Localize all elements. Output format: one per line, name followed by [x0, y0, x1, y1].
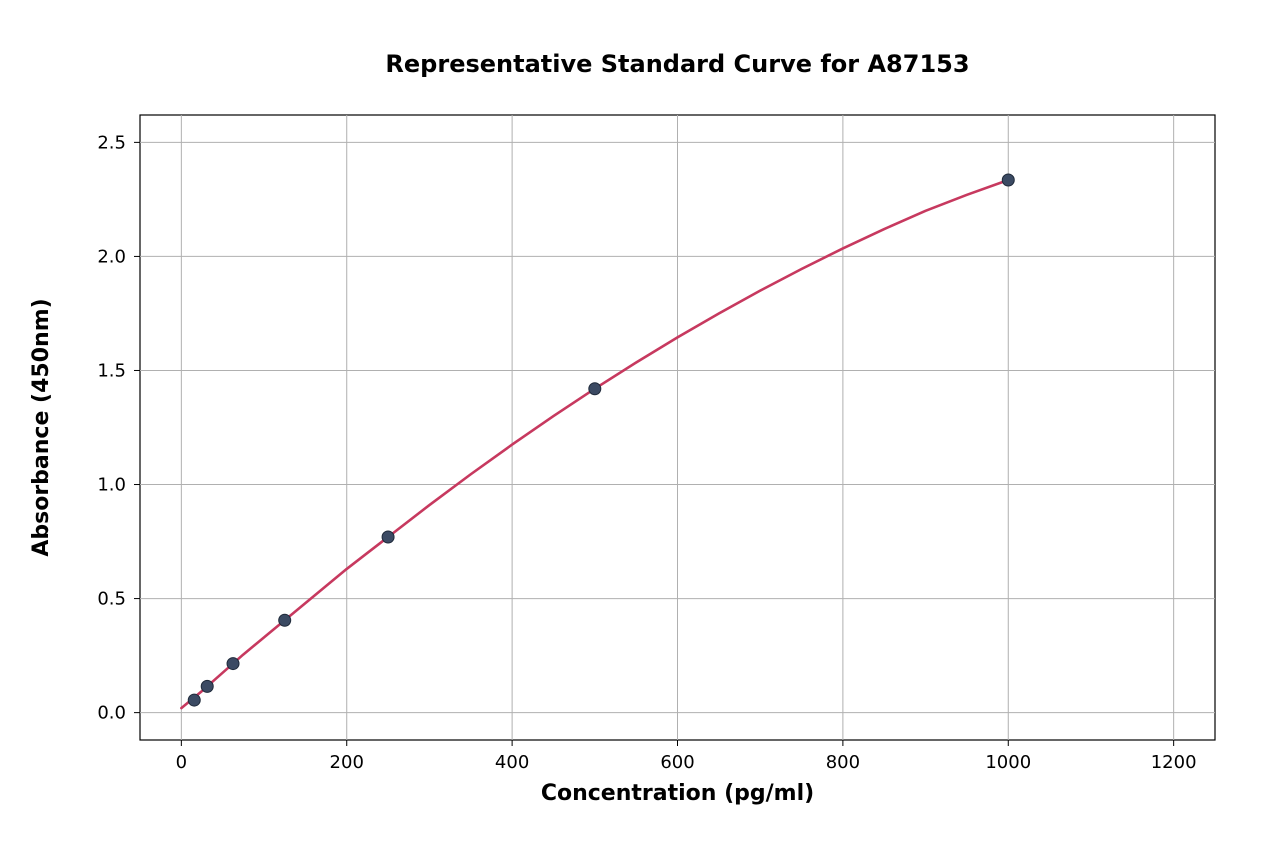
x-axis-label: Concentration (pg/ml)	[541, 781, 814, 806]
y-axis-label: Absorbance (450nm)	[29, 298, 54, 556]
y-tick-label: 1.0	[97, 475, 126, 496]
y-tick-label: 2.5	[97, 132, 126, 153]
data-point	[201, 680, 213, 692]
data-point	[279, 614, 291, 626]
y-tick-label: 0.0	[97, 703, 126, 724]
fitted-curve	[181, 180, 1008, 708]
data-point	[188, 694, 200, 706]
standard-curve-chart: 0 200 400 600 800 1000 1200 0.0 0.5 1.0 1.5 2.0 2.5…	[0, 0, 1280, 845]
data-markers	[188, 174, 1014, 706]
data-point	[227, 658, 239, 670]
y-tick-label: 1.5	[97, 360, 126, 381]
x-tick-label: 1000	[985, 752, 1031, 773]
x-tick-label: 1200	[1151, 752, 1197, 773]
y-tick-label: 0.5	[97, 589, 126, 610]
x-tick-label: 600	[660, 752, 694, 773]
x-tick-label: 200	[330, 752, 364, 773]
x-tick-label: 0	[176, 752, 187, 773]
data-point	[1002, 174, 1014, 186]
y-tick-marks	[134, 142, 140, 712]
x-tick-label: 400	[495, 752, 529, 773]
data-point	[589, 383, 601, 395]
x-tick-marks	[181, 740, 1173, 746]
y-tick-label: 2.0	[97, 246, 126, 267]
x-tick-label: 800	[826, 752, 860, 773]
chart-container: 0 200 400 600 800 1000 1200 0.0 0.5 1.0 1.5 2.0 2.5…	[0, 0, 1280, 845]
grid-lines	[140, 115, 1215, 740]
x-tick-labels: 0 200 400 600 800 1000 1200	[176, 752, 1197, 773]
data-point	[382, 531, 394, 543]
y-tick-labels: 0.0 0.5 1.0 1.5 2.0 2.5	[97, 132, 126, 723]
chart-title: Representative Standard Curve for A87153	[385, 50, 969, 78]
